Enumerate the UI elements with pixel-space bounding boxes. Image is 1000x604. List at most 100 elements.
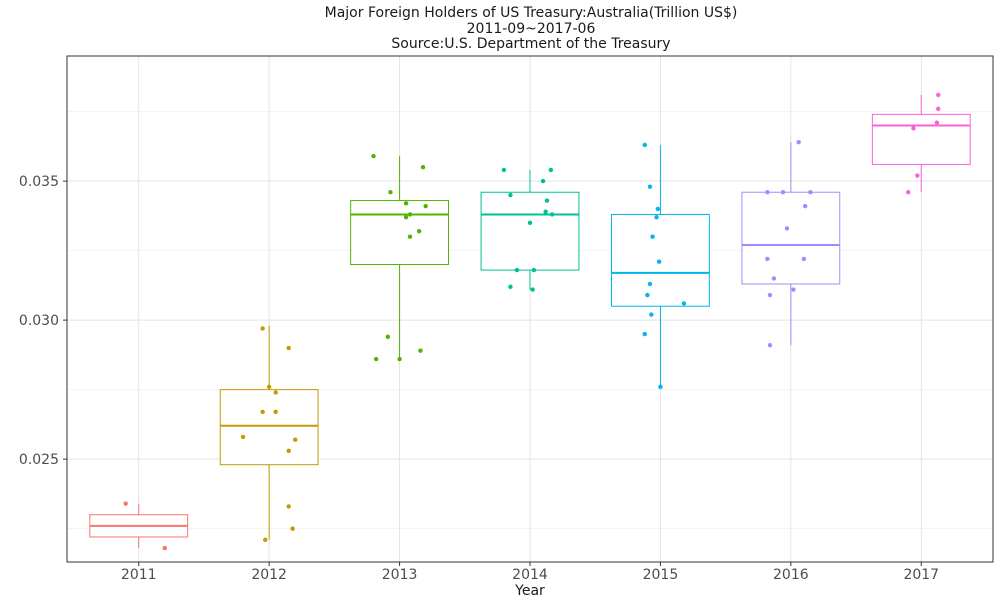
data-point [540,178,546,184]
data-point [371,153,376,159]
data-point [647,281,653,287]
data-point [650,234,655,239]
data-point [260,326,265,331]
x-tick-label: 2012 [251,567,287,583]
data-point [286,504,291,509]
data-point [808,190,813,195]
data-point [802,203,808,209]
data-point [260,409,265,415]
data-point [266,384,272,390]
data-point [655,206,661,212]
data-point [658,384,663,390]
data-point [407,212,413,217]
y-tick-label: 0.030 [19,313,59,329]
box-body [219,389,319,466]
data-point [162,545,168,551]
box-body [350,200,449,266]
box-2017 [871,94,971,193]
y-tick-label: 0.025 [19,452,59,468]
chart-title-line-1: Major Foreign Holders of US Treasury:Aus… [325,5,738,21]
data-point [240,434,246,440]
axes: 0.025 0.030 0.035 2011 2012 2013 2014 2015 2016 2… [19,174,939,583]
data-point [416,228,422,234]
data-point [514,267,520,273]
box-2011 [89,503,189,549]
box-2016 [741,142,841,346]
chart-title-line-3: Source:U.S. Department of the Treasury [391,36,670,52]
x-tick-label: 2011 [121,567,157,583]
data-point [123,501,128,506]
boxes [89,94,971,549]
data-point [767,292,773,298]
data-point [385,334,391,340]
data-point [647,184,653,189]
data-point [656,259,662,264]
data-point [273,390,278,395]
data-point [531,267,537,273]
data-point [642,331,647,337]
data-point [649,312,654,317]
data-point [681,301,687,306]
data-point [273,409,278,415]
data-point [645,292,650,298]
box-body [741,191,841,285]
data-point [544,198,550,203]
data-point [548,167,554,173]
data-point [934,120,940,125]
data-point [420,165,426,170]
data-point [527,220,533,226]
data-point [767,342,773,348]
data-point [796,139,801,145]
x-axis-title: Year [514,583,545,599]
data-point [642,142,647,148]
x-tick-label: 2017 [903,567,939,583]
data-point [765,190,770,195]
x-tick-label: 2015 [643,567,679,583]
data-point [418,348,423,353]
data-point [501,167,507,173]
data-point [784,226,790,231]
data-point [286,448,291,453]
data-point [530,287,535,292]
data-point [543,209,548,214]
data-point [423,203,428,209]
data-point [780,190,786,195]
data-point [293,437,298,442]
data-point [263,537,268,542]
data-point [388,190,393,195]
y-tick-label: 0.035 [19,174,59,190]
data-point [654,215,659,220]
data-point [373,356,379,362]
data-point [791,287,796,292]
box-body [871,113,971,165]
data-point [801,256,807,262]
jitter-points [123,92,941,551]
data-point [290,526,295,531]
data-point [765,256,770,262]
chart-title: Major Foreign Holders of US Treasury:Aus… [325,5,738,52]
data-point [771,276,777,281]
data-point [403,201,409,206]
x-tick-label: 2013 [382,567,418,583]
data-point [286,345,291,351]
x-tick-label: 2016 [773,567,809,583]
box-2013 [350,156,449,360]
data-point [906,190,911,195]
data-point [549,212,555,217]
chart-title-line-2: 2011-09~2017-06 [467,21,596,37]
box-2012 [219,325,319,540]
box-2014 [480,169,580,290]
data-point [936,106,941,112]
data-point [936,92,941,98]
x-tick-label: 2014 [512,567,548,583]
data-point [508,192,513,198]
data-point [403,215,409,220]
data-point [407,234,413,239]
data-point [911,126,916,131]
data-point [915,173,920,178]
data-point [397,356,402,362]
box-body [480,191,580,271]
data-point [508,284,513,289]
